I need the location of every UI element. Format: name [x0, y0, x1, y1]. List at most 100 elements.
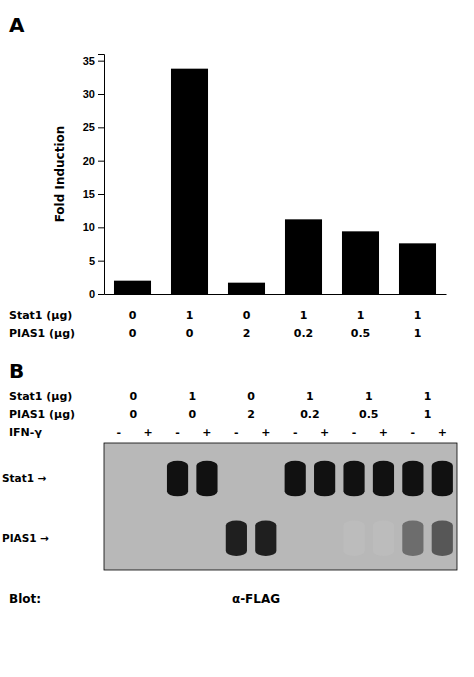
table-cell: 0 [130, 390, 138, 403]
y-tick-mark [98, 94, 104, 95]
table-row: PIAS1 (μg)0020.20.51 [9, 408, 431, 421]
band [432, 461, 453, 497]
table-row: IFN-γ-+-+-+-+-+-+ [9, 426, 447, 439]
band [432, 520, 453, 556]
table-row: Stat1 (μg) 0 1 0 1 1 1 [9, 390, 431, 403]
table-cell: 1 [424, 408, 432, 421]
table-cell: 1 [424, 390, 432, 403]
annotation: α-FLAG [232, 592, 280, 606]
band [343, 461, 364, 497]
table-cell: + [438, 426, 447, 439]
table-cell: 1 [300, 309, 308, 322]
band [402, 461, 423, 497]
table-cell: 1 [357, 309, 365, 322]
y-tick: 15 [83, 188, 104, 200]
y-tick-label: 25 [83, 121, 95, 133]
y-tick-mark [98, 161, 104, 162]
table-cell: 0 [247, 390, 255, 403]
y-tick: 35 [83, 55, 104, 67]
table-cell: 1 [186, 309, 194, 322]
annotation: Blot: [9, 592, 41, 606]
bar [342, 231, 379, 294]
table-cell: 2 [243, 327, 251, 340]
y-tick-label: 5 [89, 255, 95, 267]
table-cell: + [202, 426, 211, 439]
band [196, 461, 217, 497]
band [373, 461, 394, 497]
y-axis-line [98, 55, 105, 295]
table-cell: 1 [188, 390, 196, 403]
band [167, 461, 188, 497]
table-cell: 0 [129, 309, 137, 322]
bar [399, 243, 436, 294]
bars [114, 69, 436, 294]
band [226, 520, 247, 556]
row-label: IFN-γ [9, 426, 42, 439]
figure: A05101520253035Fold InductionStat1 (μg)0… [0, 0, 474, 677]
table-cell: 2 [247, 408, 255, 421]
table-cell: 0.2 [300, 408, 320, 421]
row-label: PIAS1 (μg) [9, 327, 75, 340]
table-cell: - [293, 426, 298, 439]
table-cell: - [116, 426, 121, 439]
y-tick: 25 [83, 121, 104, 133]
table-cell: 0.5 [351, 327, 371, 340]
y-tick: 20 [83, 155, 104, 167]
bar [114, 281, 151, 294]
y-axis: 0 5 10 15 20 25 30 35 [83, 55, 105, 301]
table-cell: 0.2 [294, 327, 314, 340]
bar [228, 283, 265, 294]
band-label: Stat1 → [2, 472, 47, 484]
table-cell: 1 [414, 309, 422, 322]
panel-title: A [9, 13, 25, 37]
bands [167, 461, 453, 556]
row-label: Stat1 (μg) [9, 309, 72, 322]
y-tick-mark [98, 61, 104, 62]
table-cell: + [320, 426, 329, 439]
table-cell: 1 [414, 327, 422, 340]
row-label: Stat1 (μg) [9, 390, 72, 403]
bar [171, 69, 208, 294]
x-axis [105, 294, 447, 295]
y-tick-mark [98, 261, 104, 262]
table-cell: 0 [130, 408, 138, 421]
y-tick-mark [98, 127, 104, 128]
table-row: Stat1 (μg)010111 [9, 309, 421, 322]
y-tick-label: 0 [89, 288, 95, 300]
y-tick-mark [98, 194, 104, 195]
y-tick-label: 10 [83, 221, 95, 233]
x-axis-line [105, 294, 447, 295]
band [373, 520, 394, 556]
band [314, 461, 335, 497]
table-cell: 0 [129, 327, 137, 340]
bar [285, 219, 322, 294]
y-tick-label: 15 [83, 188, 95, 200]
y-tick-label: 35 [83, 55, 95, 67]
table-cell: - [352, 426, 357, 439]
band [285, 461, 306, 497]
table-cell: - [234, 426, 239, 439]
table-cell: - [411, 426, 416, 439]
band [343, 520, 364, 556]
table-cell: 1 [365, 390, 373, 403]
y-tick-mark [98, 294, 104, 295]
table-cell: 0 [188, 408, 196, 421]
band [402, 520, 423, 556]
row-label: PIAS1 (μg) [9, 408, 75, 421]
band-label: PIAS1 → [2, 532, 49, 544]
y-tick: 10 [83, 221, 104, 233]
table-cell: 0 [186, 327, 194, 340]
y-tick: 5 [89, 255, 104, 267]
table-cell: + [261, 426, 270, 439]
y-tick-label: 30 [83, 88, 95, 100]
gel [104, 443, 457, 570]
y-tick: 0 [89, 288, 104, 300]
table-cell: - [175, 426, 180, 439]
band [255, 520, 276, 556]
y-axis-title: Fold Induction [53, 126, 67, 223]
table-cell: 1 [306, 390, 314, 403]
y-tick-mark [98, 227, 104, 228]
y-tick: 30 [83, 88, 104, 100]
table-cell: + [379, 426, 388, 439]
table-row: PIAS1 (μg) 0 0 2 0.2 0.5 1 [9, 327, 421, 340]
